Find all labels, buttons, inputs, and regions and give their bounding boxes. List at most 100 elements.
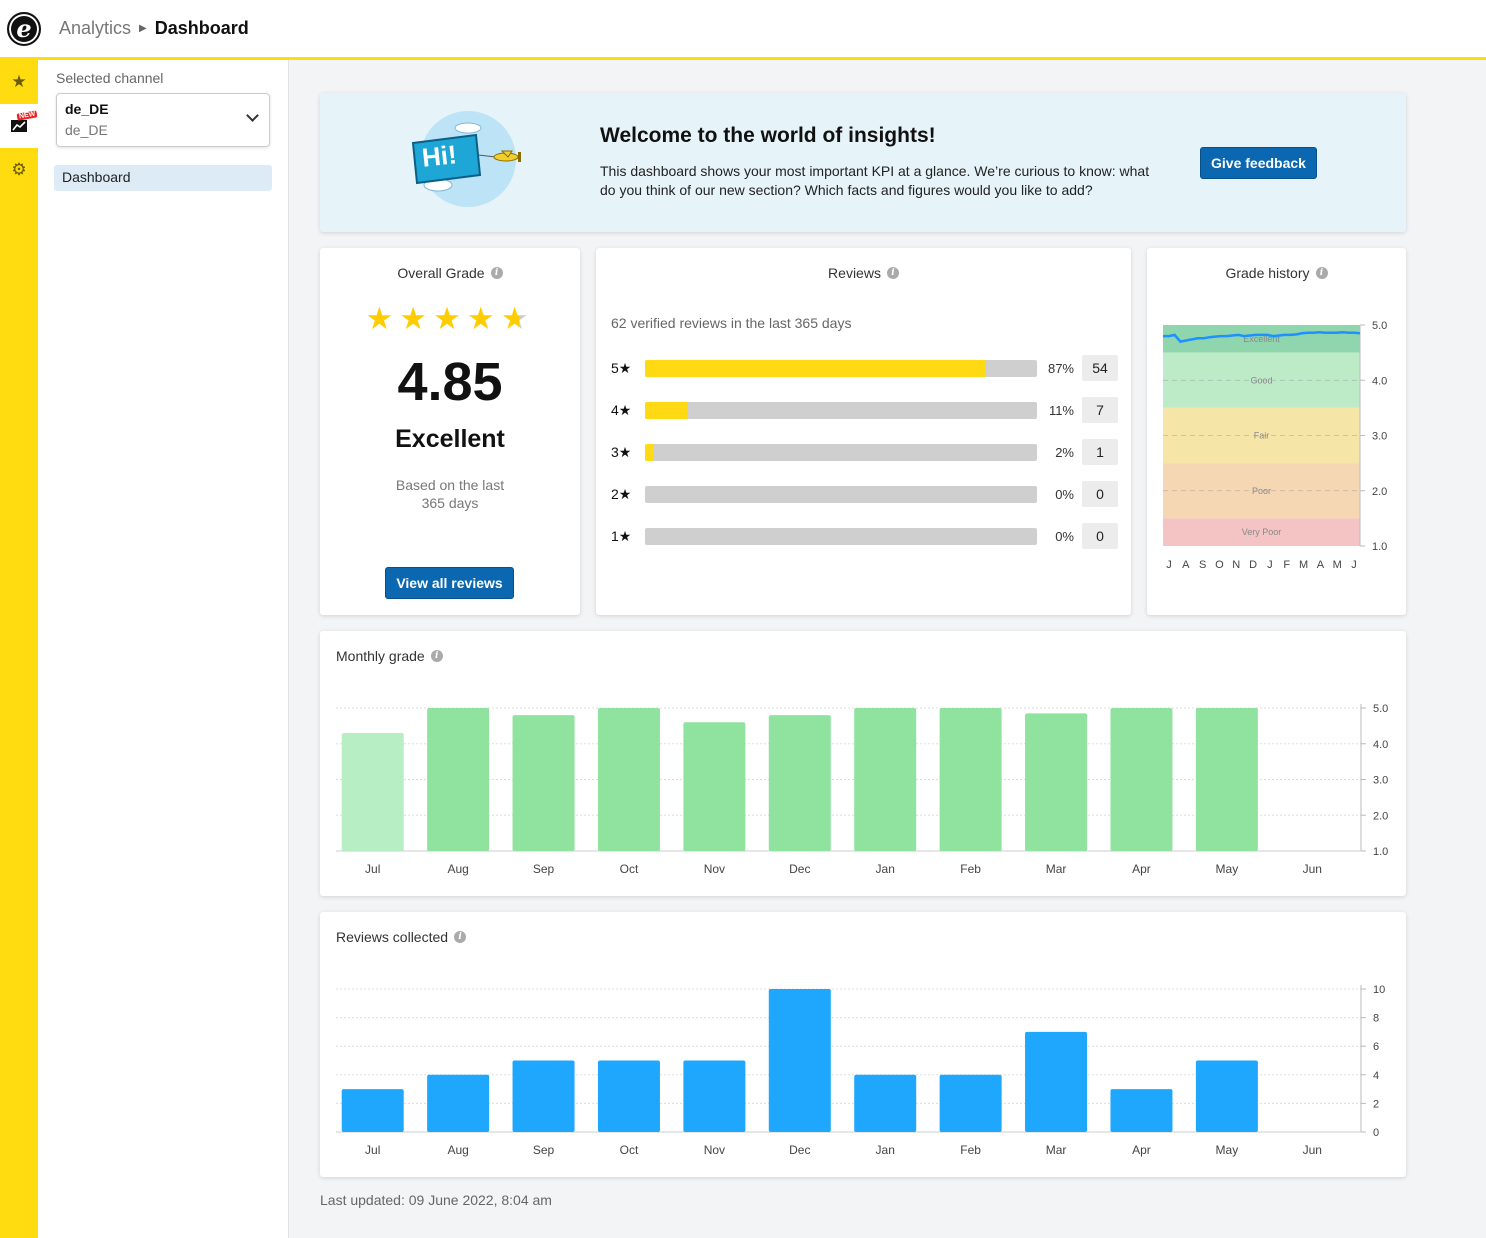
rating-row: 1★ 0% 0 [611,523,1121,549]
x-tick-label: Sep [533,862,555,876]
x-tick-label: Nov [704,1143,725,1157]
channel-select-sub: de_DE [65,122,108,138]
based-on-line2: 365 days [421,495,479,511]
bar[interactable] [427,1074,490,1132]
bar[interactable] [597,1060,660,1133]
bar[interactable] [854,708,917,851]
info-icon[interactable]: i [1315,267,1328,279]
star-icon: ★ [11,72,27,91]
channel-select[interactable]: de_DE de_DE [56,93,270,147]
bar[interactable] [1025,713,1088,851]
info-icon[interactable]: i [490,267,503,279]
rating-bar [645,401,1037,419]
y-tick-label: 2 [1373,1098,1379,1110]
y-tick-label: 4.0 [1373,739,1388,751]
rating-percent: 87% [1047,360,1074,376]
star-icon: ★ [365,301,400,336]
x-tick-label: Oct [620,862,639,876]
info-icon[interactable]: i [430,650,443,662]
rating-count: 0 [1082,523,1118,549]
y-tick-label: 3.0 [1373,775,1388,787]
y-tick-label: 1.0 [1372,541,1387,553]
star-icon: ★ [399,301,434,336]
y-tick-label: 10 [1373,984,1385,996]
bar[interactable] [341,733,404,851]
x-tick-label: Oct [620,1143,639,1157]
give-feedback-button[interactable]: Give feedback [1200,147,1317,179]
grade-history-title-text: Grade history [1225,265,1310,281]
bar[interactable] [341,1089,404,1132]
y-tick-label: 1.0 [1373,846,1388,858]
nav-item-dashboard[interactable]: Dashboard [54,165,272,191]
rail-reviews[interactable]: ★ [0,60,38,104]
star-icon: ★ [466,301,501,336]
bar[interactable] [1195,708,1258,851]
x-tick-label: Apr [1132,862,1151,876]
reviews-collected-title: Reviews collected i [336,929,467,945]
banner-title: Welcome to the world of insights! [600,124,936,147]
x-tick-label: Jan [876,1143,895,1157]
rating-bar-fill [645,443,653,461]
half-star-icon: ★ [500,301,535,336]
x-tick-label: Dec [789,862,810,876]
rating-percent: 0% [1055,486,1074,502]
x-tick-label: A [1182,559,1190,571]
reviews-collected-title-text: Reviews collected [336,929,449,945]
y-tick-label: 3.0 [1372,431,1387,443]
grade-band-label: Excellent [1243,334,1280,344]
x-tick-label: Nov [704,862,725,876]
x-tick-label: Feb [960,1143,981,1157]
bar[interactable] [939,1074,1002,1132]
star-icon: ★ [433,301,467,336]
based-on-text: Based on the last 365 days [320,476,580,512]
hi-plane-illustration [411,111,521,207]
x-tick-label: May [1216,1143,1239,1157]
info-icon[interactable]: i [886,267,899,279]
breadcrumb-analytics[interactable]: Analytics [59,18,132,38]
rating-bar [645,527,1037,545]
grade-band-label: Poor [1252,486,1271,496]
grade-history-title: Grade history i [1147,265,1406,281]
x-tick-label: D [1249,559,1257,571]
x-tick-label: Aug [447,1143,468,1157]
bar[interactable] [854,1074,917,1132]
bar[interactable] [512,1060,575,1133]
rail-settings[interactable]: ⚙ [0,148,38,192]
view-all-reviews-button[interactable]: View all reviews [385,567,514,599]
bar[interactable] [683,1060,746,1133]
y-tick-label: 0 [1373,1127,1379,1139]
grade-history-card: Grade history i Excellent Good Fair Poor Ver… [1147,248,1406,615]
grade-history-line [1163,330,1361,343]
monthly-grade-chart: 5.0 4.0 3.0 2.0 1.0 Jul Aug Sep Oct Nov Dec Jan Feb M… [336,703,1388,876]
last-updated: Last updated: 09 June 2022, 8:04 am [320,1192,552,1208]
bar[interactable] [1110,708,1173,851]
bar[interactable] [512,715,575,851]
x-tick-label: Apr [1132,1143,1151,1157]
logo[interactable]: e [7,11,41,46]
bar[interactable] [683,722,746,851]
bar[interactable] [1110,1089,1173,1132]
x-tick-label: Jul [365,1143,380,1157]
bar[interactable] [768,715,831,851]
overall-grade-card: Overall Grade i ★★★★★ 4.85 Excellent Bas… [320,248,580,615]
bar[interactable] [768,989,831,1132]
rail-analytics[interactable]: NEW [0,104,38,148]
bar[interactable] [1195,1060,1258,1133]
reviews-subtitle: 62 verified reviews in the last 365 days [611,315,852,331]
y-tick-label: 5.0 [1372,320,1387,332]
bar[interactable] [597,708,660,851]
bar[interactable] [939,708,1002,851]
x-tick-label: Mar [1046,1143,1067,1157]
overall-grade-value: 4.85 [397,352,503,412]
x-tick-label: J [1166,559,1172,571]
bar[interactable] [427,708,490,851]
rating-row: 5★ 87% 54 [611,355,1121,381]
grade-history-chart: Excellent Good Fair Poor Very Poor 5.0 4.0 3.0 2… [1163,320,1387,571]
bar[interactable] [1025,1031,1088,1132]
x-tick-label: M [1333,559,1342,571]
rating-row: 3★ 2% 1 [611,439,1121,465]
rating-percent: 2% [1055,444,1074,460]
grade-band-label: Very Poor [1242,527,1282,537]
info-icon[interactable]: i [454,931,467,943]
banner-text: This dashboard shows your most important… [600,163,1150,198]
